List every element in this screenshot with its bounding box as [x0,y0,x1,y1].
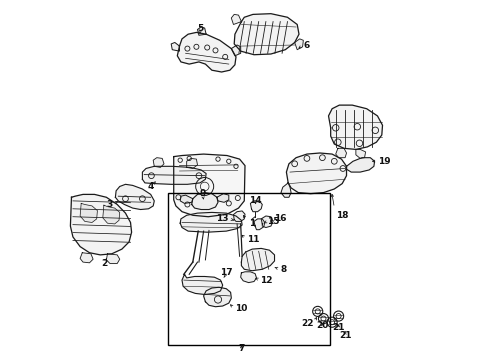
Text: 20: 20 [316,321,329,330]
Bar [168,193,330,345]
Polygon shape [217,194,229,202]
Polygon shape [103,205,120,224]
Polygon shape [177,32,236,72]
Text: 21: 21 [332,323,345,332]
Polygon shape [241,272,257,283]
Polygon shape [187,158,197,168]
Polygon shape [182,274,222,294]
Polygon shape [71,194,132,255]
Polygon shape [153,158,164,167]
Polygon shape [294,39,303,50]
Text: 9: 9 [199,189,206,198]
Text: 12: 12 [260,276,272,284]
Polygon shape [171,42,179,51]
Polygon shape [192,193,218,210]
Polygon shape [174,154,245,217]
Polygon shape [233,211,245,221]
Text: 2: 2 [101,259,107,268]
Polygon shape [328,105,383,149]
Text: 8: 8 [280,265,287,274]
Polygon shape [180,212,242,232]
Text: 4: 4 [147,182,154,191]
Text: 10: 10 [235,304,247,313]
Polygon shape [261,216,273,228]
Text: 6: 6 [303,40,310,49]
Text: 5: 5 [197,23,203,32]
Text: 17: 17 [220,269,233,277]
Text: 7: 7 [238,344,245,353]
Text: 19: 19 [378,157,391,166]
Text: 14: 14 [249,197,261,205]
Text: 16: 16 [274,214,286,223]
Polygon shape [80,203,98,222]
Polygon shape [356,149,366,158]
Polygon shape [80,253,93,263]
Text: 13: 13 [216,214,229,223]
Polygon shape [204,287,231,307]
Text: 3: 3 [106,200,113,209]
Polygon shape [231,45,241,56]
Polygon shape [286,153,346,194]
Text: 11: 11 [247,235,259,244]
Polygon shape [346,158,374,172]
Text: 22: 22 [301,319,314,328]
Polygon shape [234,14,299,55]
Polygon shape [336,148,346,158]
Polygon shape [250,201,262,212]
Polygon shape [116,184,154,210]
Polygon shape [281,183,291,197]
Polygon shape [231,14,242,24]
Polygon shape [106,254,120,264]
Polygon shape [197,27,206,35]
Text: 21: 21 [339,331,351,340]
Polygon shape [242,248,274,271]
Polygon shape [143,166,206,184]
Text: 1: 1 [248,219,255,228]
Polygon shape [254,219,265,230]
Polygon shape [180,195,193,203]
Text: 18: 18 [336,211,348,220]
Text: 15: 15 [268,217,280,226]
